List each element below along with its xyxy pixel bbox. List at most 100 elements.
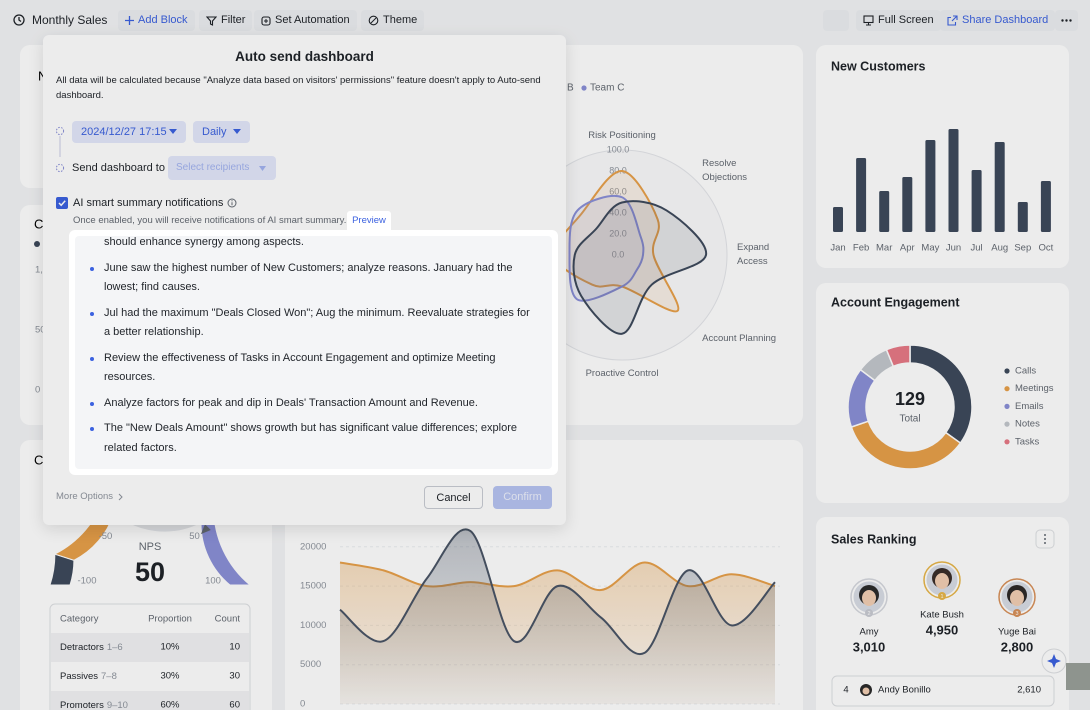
- member-name: Andy Bonillo: [878, 685, 931, 696]
- x-tick-label: Apr: [900, 243, 915, 254]
- plus-icon: [125, 16, 134, 25]
- legend-dot: [581, 85, 587, 91]
- card-title: C: [34, 216, 43, 231]
- legend-dot: [1004, 368, 1010, 374]
- legend-dot: [34, 241, 40, 247]
- rank-number: 3: [1015, 611, 1018, 617]
- radar-series: [568, 195, 645, 302]
- summary-continuation: should enhance synergy among aspects.: [104, 236, 304, 248]
- confirm-button[interactable]: Confirm: [493, 486, 552, 509]
- toolbar-button[interactable]: [823, 10, 849, 31]
- member-value: 2,610: [1017, 685, 1041, 696]
- radar-axis-label: Expand Access: [737, 242, 770, 267]
- card-title: Sales Ranking: [831, 532, 916, 546]
- card-title: N: [38, 68, 47, 83]
- bar: [902, 177, 913, 232]
- preview-tab[interactable]: Preview: [347, 211, 391, 230]
- table-row-bg: [51, 633, 249, 662]
- table-cell: 10: [229, 642, 240, 653]
- bar: [925, 140, 936, 232]
- timeline: [55, 126, 65, 173]
- x-tick-label: Aug: [991, 243, 1008, 254]
- table-cell: Category: [60, 614, 99, 625]
- gauge-score: 50: [135, 557, 165, 587]
- avatar-face: [862, 687, 870, 695]
- screen-icon: [863, 15, 874, 26]
- filter-icon: [206, 15, 217, 26]
- summary-item: Review the effectiveness of Tasks in Acc…: [90, 349, 535, 388]
- table-cell: Promoters 9–10: [60, 700, 128, 710]
- chevron: [118, 493, 123, 501]
- cancel-button[interactable]: Cancel: [424, 486, 483, 509]
- bar: [856, 158, 867, 232]
- send-label: Send dashboard to: [72, 162, 165, 174]
- y-tick-label: 0: [300, 699, 305, 710]
- button-label: Share Dashboard: [962, 14, 1049, 26]
- member-value: 2,800: [1001, 639, 1034, 654]
- member-value: 3,010: [853, 639, 886, 654]
- x-tick-label: Oct: [1039, 243, 1054, 254]
- full-screen-button[interactable]: Full Screen: [856, 10, 941, 31]
- legend-dot: [1004, 421, 1010, 427]
- row-range: 7–8: [101, 671, 117, 682]
- table-cell: Count: [215, 614, 241, 625]
- legend-label: Notes: [1015, 419, 1040, 430]
- automation-button[interactable]: Set Automation: [254, 10, 357, 31]
- radar-axis-label: Resolve Objections: [702, 157, 748, 183]
- checkbox[interactable]: [56, 197, 68, 209]
- radar-tick-label: 60.0: [609, 186, 627, 196]
- ai-label: AI smart summary notifications: [73, 197, 224, 209]
- member-name: Kate Bush: [920, 610, 964, 621]
- legend-label: Meetings: [1015, 383, 1054, 394]
- button-label: Add Block: [138, 14, 188, 26]
- card: [816, 517, 1069, 710]
- member-name: Yuge Bai: [998, 627, 1036, 638]
- gauge-segment: [49, 553, 75, 586]
- summary-item: Analyze factors for peak and dip in Deal…: [90, 394, 535, 414]
- legend-dot: [1004, 386, 1010, 392]
- table-cell: Proportion: [148, 614, 192, 625]
- rank-number: 4: [843, 685, 848, 696]
- theme-button[interactable]: Theme: [361, 10, 425, 31]
- axis-label: 0: [35, 385, 40, 396]
- ai-hint: Once enabled, you will receive notificat…: [73, 215, 347, 226]
- rank-number: 2: [867, 611, 870, 617]
- frequency-select[interactable]: Daily: [193, 121, 250, 143]
- recipients-select[interactable]: Select recipients: [168, 156, 276, 180]
- legend-dot: [1004, 403, 1010, 409]
- row-range: 9–10: [107, 700, 128, 710]
- radar-tick-label: 0.0: [612, 249, 625, 259]
- x-tick-label: Jul: [971, 243, 983, 254]
- area: [340, 529, 775, 704]
- legend-label: Emails: [1015, 401, 1044, 412]
- axis-label: 1,: [35, 265, 43, 276]
- x-tick-label: Jun: [946, 243, 961, 254]
- recipients-placeholder: Select recipients: [176, 162, 250, 173]
- row-category: Promoters: [60, 700, 104, 710]
- more-options[interactable]: More Options: [56, 491, 123, 503]
- rank-badge: [938, 592, 946, 600]
- more-button[interactable]: [1055, 10, 1078, 31]
- table-cell: 30: [229, 671, 240, 682]
- automation-icon: [261, 15, 271, 26]
- y-tick-label: 20000: [300, 541, 326, 552]
- button-label: Theme: [383, 14, 418, 26]
- toolbar-icon: [12, 13, 26, 32]
- button-label: Set Automation: [275, 14, 350, 26]
- bar: [1017, 202, 1028, 232]
- card-title: Account Engagement: [831, 295, 960, 309]
- filter-button[interactable]: Filter: [199, 10, 253, 31]
- table-cell: Detractors 1–6: [60, 642, 123, 653]
- clock-icon: [13, 14, 25, 26]
- radar-tick-label: 40.0: [609, 207, 627, 217]
- add-block-button[interactable]: Add Block: [118, 10, 195, 31]
- x-tick-label: May: [921, 243, 939, 254]
- bar: [948, 129, 959, 232]
- bar: [879, 191, 890, 232]
- share-button[interactable]: Share Dashboard: [940, 10, 1056, 31]
- y-tick-label: 5000: [300, 659, 321, 670]
- gauge-needle: [200, 524, 211, 535]
- ranking-row: [831, 675, 1055, 707]
- datetime-picker[interactable]: 2024/12/27 17:15: [72, 121, 186, 143]
- side-handle: [1066, 663, 1090, 690]
